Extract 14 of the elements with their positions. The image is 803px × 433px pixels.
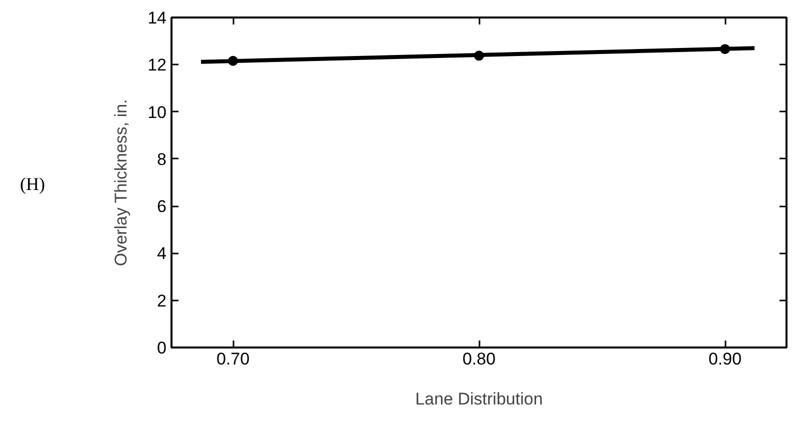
text: (H) xyxy=(20,173,45,196)
x-tick-label: 0.70 xyxy=(216,350,250,368)
y-tick-label: 0 xyxy=(157,338,167,358)
y-tick-label: 10 xyxy=(148,102,167,122)
x-axis-title: Lane Distribution xyxy=(415,390,543,408)
y-tick-label: 8 xyxy=(157,150,167,169)
y-tick-label: 12 xyxy=(148,56,167,75)
y-axis-title: Overlay Thickness, in. xyxy=(112,99,131,266)
y-tick-label: 6 xyxy=(157,197,167,216)
y-tick-label: 2 xyxy=(157,291,167,310)
y-tick-label: 14 xyxy=(148,8,167,28)
x-tick-label: 0.90 xyxy=(708,350,742,368)
x-tick-label: 0.80 xyxy=(462,350,496,368)
y-tick-label: 4 xyxy=(157,244,167,264)
